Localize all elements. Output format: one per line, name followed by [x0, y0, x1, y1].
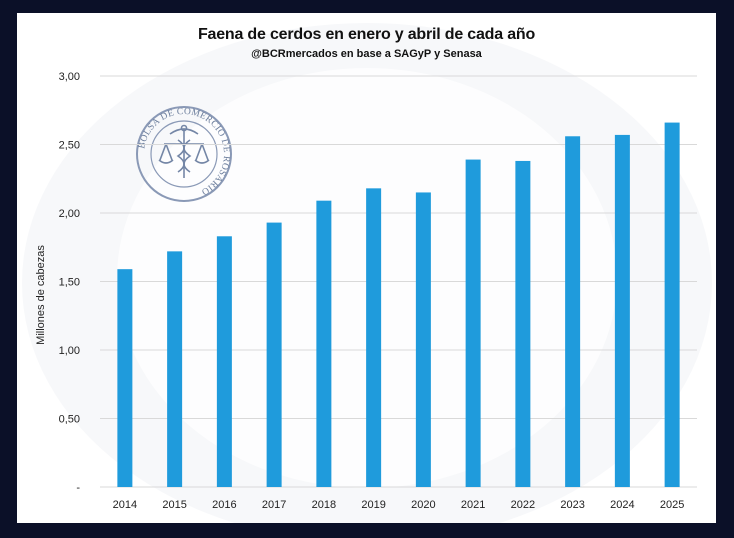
y-tick-label: 2,50 [59, 140, 80, 152]
bar-2016 [216, 236, 232, 487]
x-tick-label: 2024 [610, 499, 634, 511]
x-tick-label: 2018 [312, 499, 336, 511]
bcr-seal-logo: BOLSA DE COMERCIO DE ROSARIO [136, 106, 232, 202]
x-tick-label: 2025 [660, 499, 684, 511]
y-tick-label: 3,00 [59, 71, 80, 83]
y-tick-labels: - 0,50 1,00 1,50 2,00 2,50 3,00 [59, 71, 81, 494]
x-tick-label: 2021 [461, 499, 485, 511]
x-tick-label: 2022 [511, 499, 535, 511]
x-tick-labels: 2014 2015 2016 2017 2018 2019 2020 2021 2022 2023… [113, 499, 685, 511]
y-tick-label: 2,00 [59, 208, 80, 220]
y-tick-label: 0,50 [59, 414, 80, 426]
y-tick-label: - [76, 482, 80, 494]
x-tick-label: 2020 [411, 499, 435, 511]
y-tick-label: 1,00 [59, 345, 80, 357]
bar-2025 [664, 122, 680, 487]
bar-2018 [316, 200, 332, 488]
bar-2020 [415, 192, 431, 487]
bar-2022 [515, 160, 531, 487]
bar-2023 [565, 136, 581, 487]
chart-title: Faena de cerdos en enero y abril de cada… [197, 26, 536, 43]
bar-2017 [266, 222, 282, 487]
bar-2019 [366, 188, 382, 487]
y-tick-label: 1,50 [59, 277, 80, 289]
x-tick-label: 2015 [162, 499, 186, 511]
y-axis-title: Millones de cabezas [35, 245, 47, 345]
bar-chart: BOLSA DE COMERCIO DE ROSARIO - 0,50 1,00 1,… [22, 23, 712, 523]
gridlines [100, 75, 697, 488]
x-tick-label: 2023 [560, 499, 584, 511]
bar-2014 [117, 269, 133, 487]
x-tick-label: 2019 [361, 499, 385, 511]
bar-2021 [465, 159, 481, 487]
bar-2024 [614, 134, 630, 487]
x-tick-label: 2016 [212, 499, 236, 511]
bar-2015 [167, 251, 183, 487]
chart-subtitle: @BCRmercados en base a SAGyP y Senasa [251, 48, 482, 60]
chart-frame: BOLSA DE COMERCIO DE ROSARIO - 0,50 1,00 1,… [17, 13, 716, 523]
x-tick-label: 2017 [262, 499, 286, 511]
bars [117, 122, 680, 488]
x-tick-label: 2014 [113, 499, 137, 511]
